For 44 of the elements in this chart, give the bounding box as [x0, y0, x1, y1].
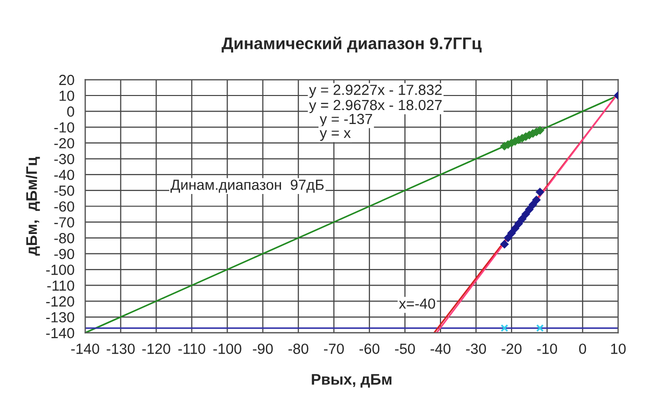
point — [536, 324, 544, 332]
x-tick-label: -50 — [395, 344, 415, 354]
y-tick-label: -100 — [46, 264, 74, 275]
x-tick-label: -60 — [360, 344, 380, 354]
y-tick-label: -10 — [54, 122, 74, 133]
x-tick-label: -30 — [466, 344, 486, 354]
y-tick-label: -120 — [46, 296, 74, 307]
chart-title: Динамический диапазон 9.7ГГц — [222, 36, 482, 52]
y-tick-label: 20 — [59, 74, 74, 86]
x-tick-label: -80 — [288, 344, 308, 354]
annotation: Динам.диапазон 97дБ — [170, 180, 324, 193]
annotation: y = 2.9227x - 17.832 — [309, 84, 442, 98]
x-tick-label: -40 — [430, 344, 450, 354]
annotation: y = -137 — [320, 114, 372, 128]
annotation: y = x — [320, 130, 351, 141]
x-axis-title: Рвых, дБм — [312, 374, 392, 388]
annotation: x=-40 — [398, 298, 436, 309]
x-tick-label: -70 — [324, 344, 344, 354]
y-axis-title: дБм, дБм/Гц — [26, 156, 40, 256]
y-tick-label: -90 — [54, 248, 74, 260]
x-tick-label: -90 — [252, 344, 273, 354]
y-tick-label: -80 — [54, 233, 74, 244]
x-tick-label: 10 — [611, 344, 626, 354]
x-tick-label: -110 — [178, 344, 206, 354]
y-tick-label: -110 — [47, 280, 74, 291]
y-tick-label: 10 — [60, 90, 74, 101]
x-tick-label: -130 — [106, 344, 135, 354]
y-tick-label: 0 — [67, 106, 74, 117]
x-tick-label: -120 — [142, 344, 170, 354]
y-tick-label: -130 — [46, 312, 74, 322]
y-tick-label: -30 — [54, 154, 74, 164]
y-tick-label: -140 — [46, 328, 74, 338]
y-tick-label: -50 — [54, 186, 74, 196]
annotation: y = 2.9678x - 18.027 — [309, 100, 442, 114]
x-tick-label: -140 — [71, 344, 100, 354]
point — [500, 324, 508, 332]
x-tick-label: -20 — [502, 344, 522, 354]
x-tick-label: -10 — [537, 344, 558, 354]
y-tick-label: -20 — [54, 138, 74, 148]
y-tick-label: -70 — [54, 217, 74, 228]
x-tick-label: 0 — [579, 344, 586, 354]
y-tick-label: -60 — [54, 201, 74, 212]
x-tick-label: -100 — [213, 344, 242, 354]
y-tick-label: -40 — [54, 170, 74, 180]
